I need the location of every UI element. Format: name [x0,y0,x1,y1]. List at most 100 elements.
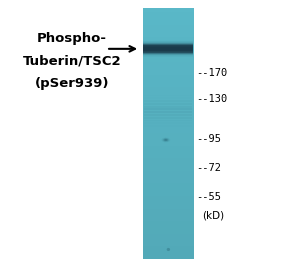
Bar [143,138,194,142]
Bar [143,225,194,229]
Bar [143,41,193,43]
Bar [143,254,194,259]
Bar [143,154,194,158]
Bar [144,122,192,124]
Bar [143,246,194,250]
Bar [143,92,194,96]
Ellipse shape [165,139,167,140]
Bar [143,121,194,125]
Bar [143,37,194,41]
Bar [143,12,194,16]
Bar [143,213,194,217]
Bar [143,67,194,70]
Bar [143,238,194,242]
Bar [143,48,193,51]
Bar [143,53,193,55]
Bar [143,108,194,112]
Bar [143,188,194,192]
Text: --95: --95 [197,134,222,144]
Bar [143,58,194,62]
Bar [143,53,193,55]
Bar [143,51,193,53]
Bar [144,109,192,110]
Bar [143,54,193,56]
Bar [143,33,194,37]
Bar [144,120,192,121]
Bar [143,133,194,138]
Bar [144,114,192,116]
Bar [143,16,194,21]
Bar [143,40,193,43]
Bar [143,221,194,225]
Bar [143,150,194,154]
Bar [144,125,192,127]
Bar [143,44,193,47]
Bar [143,200,194,204]
Bar [144,97,192,99]
Bar [143,54,194,58]
Bar [143,146,194,150]
Bar [143,234,194,238]
Bar [143,129,194,133]
Bar [144,111,192,113]
Bar [143,125,194,129]
Bar [143,42,193,44]
Bar [143,242,194,246]
Bar [143,71,194,75]
Text: --72: --72 [197,163,222,173]
Bar [143,21,194,25]
Text: --130: --130 [197,94,228,104]
Bar [143,50,193,53]
Bar [143,49,193,51]
Bar [143,52,193,54]
Bar [144,100,192,102]
Bar [144,117,192,119]
Bar [144,103,192,105]
Bar [143,96,194,100]
Circle shape [167,248,170,251]
Bar [144,136,192,138]
Bar [143,117,194,121]
Bar [143,142,194,146]
Bar [143,79,194,83]
Bar [143,51,193,54]
Ellipse shape [164,139,167,141]
Bar [143,25,194,29]
Text: Phospho-: Phospho- [37,32,107,45]
Bar [143,50,194,54]
Bar [143,8,194,259]
Bar [143,192,194,196]
Bar [143,48,193,50]
Bar [143,8,194,12]
Bar [143,250,194,254]
Bar [143,229,194,234]
Text: --170: --170 [197,68,228,78]
Bar [143,29,194,33]
Bar [143,45,194,50]
Bar [144,95,192,96]
Bar [143,217,194,221]
Bar [143,209,194,213]
Bar [143,41,194,45]
Text: (pSer939): (pSer939) [35,77,110,90]
Bar [143,50,193,52]
Bar [144,128,192,130]
Bar [143,41,193,44]
Bar [143,196,194,200]
Bar [144,89,192,91]
Bar [143,54,193,56]
Bar [143,55,193,57]
Bar [144,106,192,107]
Bar [143,104,194,108]
Bar [143,83,194,87]
Bar [144,131,192,133]
Bar [143,87,194,92]
Bar [143,112,194,117]
Bar [144,92,192,94]
Bar [143,62,194,67]
Ellipse shape [162,138,170,142]
Bar [143,44,193,46]
Bar [143,175,194,179]
Text: (kD): (kD) [202,210,224,220]
Bar [143,47,193,49]
